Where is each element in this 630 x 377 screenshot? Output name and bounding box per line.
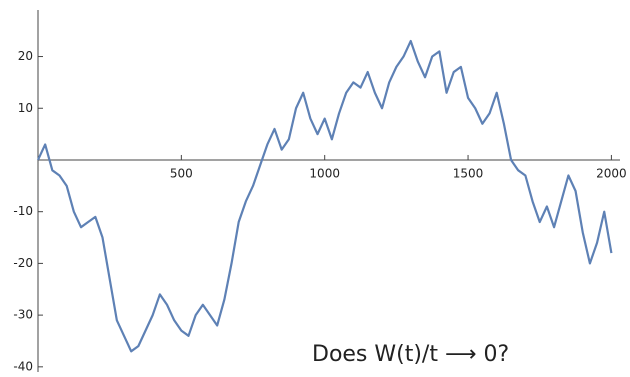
y-tick-label: -20 [13, 256, 33, 270]
y-tick-label: -40 [13, 359, 33, 373]
annotation: Does W(t)/t ⟶ 0? [312, 342, 509, 367]
y-tick-label: -30 [13, 308, 33, 322]
x-tick-label: 1500 [453, 166, 484, 180]
x-tick-label: 1000 [309, 166, 340, 180]
x-tick-label: 2000 [596, 166, 627, 180]
y-tick-label: 10 [18, 101, 33, 115]
y-tick-label: -10 [13, 204, 33, 218]
line-series [37, 39, 613, 353]
x-tick-label: 500 [170, 166, 193, 180]
y-tick-label: 20 [18, 49, 33, 63]
